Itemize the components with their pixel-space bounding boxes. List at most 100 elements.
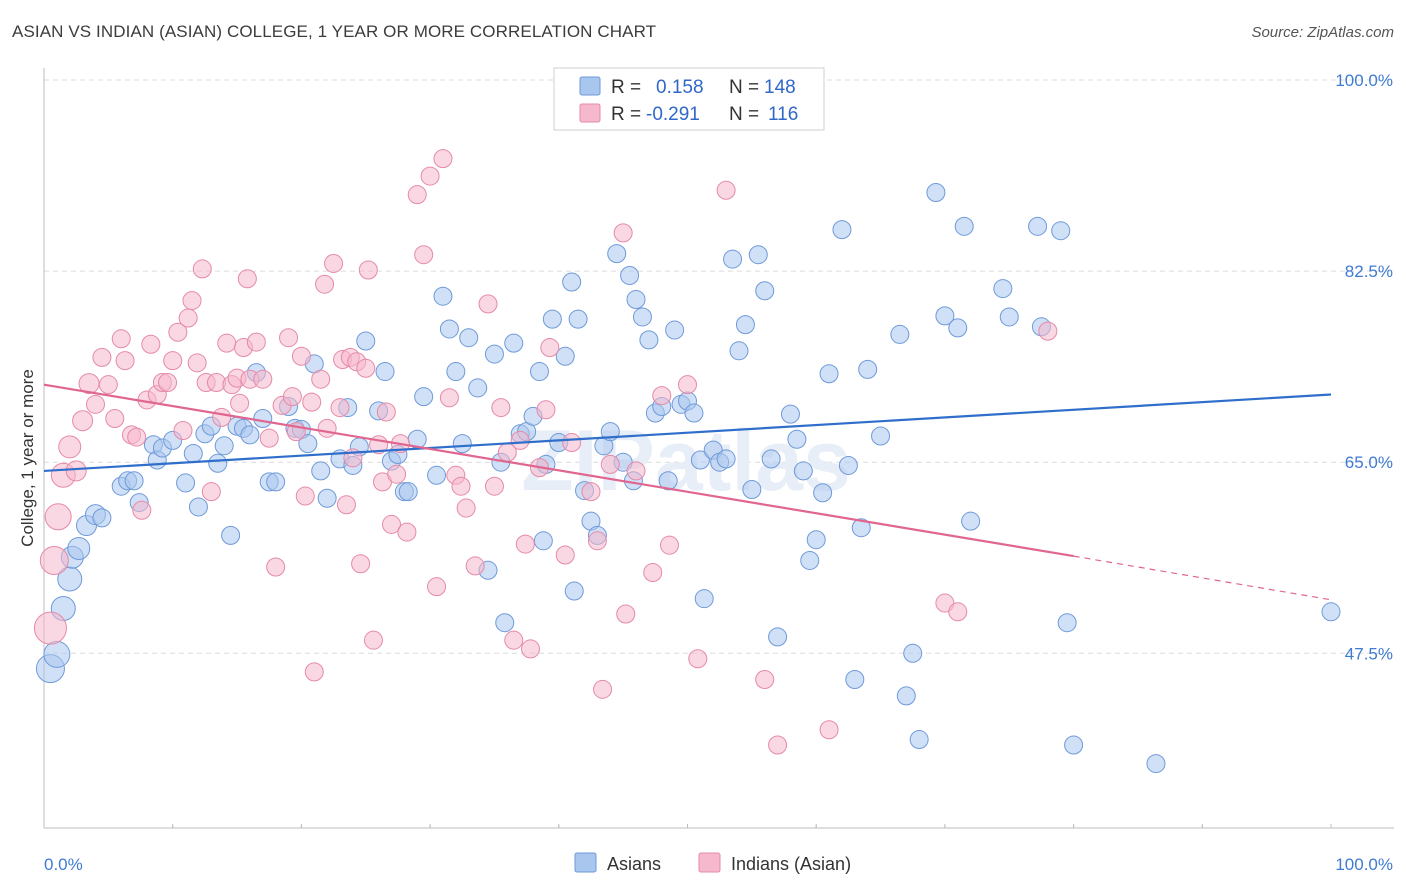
- asians-point: [375, 362, 395, 382]
- indians-point: [266, 557, 286, 577]
- asians-point: [819, 364, 839, 384]
- asians-point: [607, 244, 627, 264]
- indians-point: [358, 260, 378, 280]
- watermark: ZIPatlas: [521, 413, 851, 509]
- indians-point: [363, 630, 383, 650]
- indians-point: [72, 410, 94, 432]
- asians-point: [317, 488, 337, 508]
- asians-point: [761, 449, 781, 469]
- indians-point: [105, 409, 125, 429]
- trend-lines: [43, 383, 1332, 601]
- indians-point: [478, 294, 498, 314]
- legend-n-value-indians: 116: [768, 104, 798, 125]
- asians-point: [694, 589, 714, 609]
- indians-point: [376, 402, 396, 422]
- indians-point: [65, 460, 87, 482]
- asians-point: [398, 482, 418, 502]
- indians-point: [356, 358, 376, 378]
- y-tick-label: 82.5%: [1345, 262, 1393, 281]
- asians-point: [298, 434, 318, 454]
- asians-point: [993, 279, 1013, 299]
- indians-point: [302, 392, 322, 412]
- asians-point: [1146, 754, 1166, 774]
- x-tick-label-min: 0.0%: [44, 855, 83, 874]
- asians-point: [495, 613, 515, 633]
- asians-point: [800, 550, 820, 570]
- asians-point: [806, 530, 826, 550]
- indians-point: [755, 669, 775, 689]
- indians-point: [330, 398, 350, 418]
- legend-swatch-indians: [579, 103, 601, 123]
- indians-point: [173, 421, 193, 441]
- indians-point: [85, 394, 105, 414]
- asians-point: [896, 686, 916, 706]
- indians-point: [33, 611, 67, 645]
- asians-point: [555, 346, 575, 366]
- asians-point: [716, 449, 736, 469]
- grid-lines: [44, 79, 1394, 654]
- legend-n-label-indians: N =: [729, 104, 759, 125]
- asians-point: [639, 330, 659, 350]
- indians-point: [127, 427, 147, 447]
- legend: R = 0.158 N = 148 R = -0.291 N = 116: [553, 67, 825, 131]
- asians-point: [533, 531, 553, 551]
- asians-point: [903, 643, 923, 663]
- asians-point: [620, 265, 640, 285]
- indians-point: [336, 495, 356, 515]
- asians-point: [433, 286, 453, 306]
- indians-point: [510, 430, 530, 450]
- asians-point: [748, 245, 768, 265]
- tick-labels: 47.5% 65.0% 82.5% 100.0% 0.0% 100.0%: [44, 71, 1393, 874]
- indians-point: [282, 387, 302, 407]
- asians-point: [845, 669, 865, 689]
- asians-point: [793, 461, 813, 481]
- legend-n-label-asians: N =: [729, 77, 759, 98]
- indians-point: [178, 308, 198, 328]
- asians-point: [356, 331, 376, 351]
- asians-point: [1064, 735, 1084, 755]
- asians-point: [755, 281, 775, 301]
- indians-point: [44, 503, 72, 531]
- bottom-legend-swatch-asians: [574, 852, 597, 873]
- indians-point: [163, 351, 183, 371]
- asians-point: [1028, 216, 1048, 236]
- indians-point: [1038, 321, 1058, 341]
- asians-point: [742, 479, 762, 499]
- legend-r-value-indians: -0.291: [646, 104, 700, 125]
- legend-n-value-asians: 148: [764, 77, 796, 98]
- asians-point: [459, 328, 479, 348]
- indians-point: [536, 400, 556, 420]
- indians-point: [593, 679, 613, 699]
- trend-line-indians: [43, 383, 1074, 558]
- asians-point: [92, 508, 112, 528]
- asians-point: [838, 455, 858, 475]
- indians-point: [504, 630, 524, 650]
- indians-point: [465, 556, 485, 576]
- indians-point: [58, 435, 82, 459]
- indians-point: [315, 274, 335, 294]
- asians-point: [926, 182, 946, 202]
- indians-point: [948, 602, 968, 622]
- indians-point: [351, 554, 371, 574]
- indians-point: [187, 353, 207, 373]
- legend-r-label-indians: R =: [611, 104, 641, 125]
- legend-swatch-asians: [579, 76, 601, 96]
- indians-point: [387, 464, 407, 484]
- indians-point: [132, 500, 152, 520]
- indians-point: [295, 486, 315, 506]
- indians-point: [652, 386, 672, 406]
- trend-line-indians-extension: [1073, 555, 1332, 601]
- asians-point: [851, 518, 871, 538]
- asians-point: [690, 450, 710, 470]
- indians-point: [451, 476, 471, 496]
- indians-point: [115, 351, 135, 371]
- asians-point: [832, 220, 852, 240]
- asians-point: [768, 627, 788, 647]
- series-asians: [35, 182, 1341, 774]
- indians-point: [311, 369, 331, 389]
- indians-point: [407, 185, 427, 205]
- asians-point: [176, 473, 196, 493]
- bottom-legend-asians: Asians: [607, 854, 661, 874]
- asians-point: [427, 465, 447, 485]
- asians-point: [43, 640, 71, 668]
